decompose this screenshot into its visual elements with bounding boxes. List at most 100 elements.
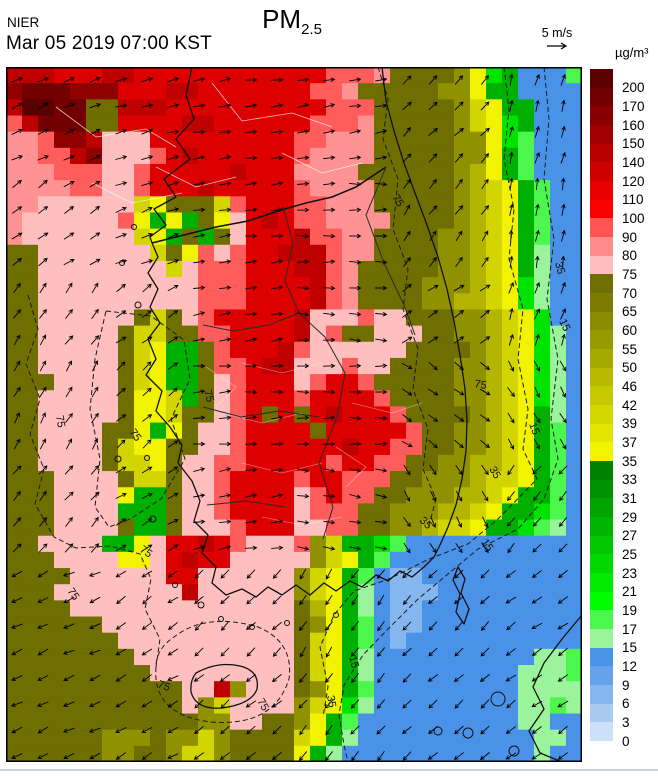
wind-arrow-icon xyxy=(116,595,126,605)
wind-arrow-icon xyxy=(271,259,284,264)
pm25-cell xyxy=(534,374,551,391)
wind-arrow-icon xyxy=(271,311,284,316)
pm25-cell xyxy=(358,665,375,682)
pm25-cell xyxy=(6,503,55,521)
legend-swatch xyxy=(590,218,613,238)
pm25-cell xyxy=(486,374,503,391)
pm25-cell xyxy=(214,471,231,488)
pm25-cell xyxy=(134,196,151,213)
pm25-cell xyxy=(358,616,375,634)
pm25-cell xyxy=(6,196,39,213)
pm25-cell xyxy=(310,713,327,731)
pm25-cell xyxy=(486,180,503,197)
pm25-cell xyxy=(230,406,247,424)
wind-arrow-icon xyxy=(167,492,179,500)
pm25-cell xyxy=(390,551,582,569)
pm25-cell xyxy=(470,341,487,359)
pm25-cell xyxy=(6,632,119,650)
pm25-cell xyxy=(502,325,519,343)
contour-label: 15 xyxy=(346,655,361,670)
pm25-cell xyxy=(166,535,199,553)
pm25-cell xyxy=(262,713,295,731)
pm25-cell xyxy=(294,535,311,553)
wind-arrow-icon xyxy=(375,103,388,108)
wind-arrow-icon xyxy=(297,234,310,239)
pm25-cell xyxy=(518,244,535,262)
wind-arrow-icon xyxy=(65,412,73,423)
wind-arrow-icon xyxy=(38,543,48,553)
wind-arrow-icon xyxy=(115,674,126,682)
wind-arrow-icon xyxy=(271,285,284,290)
pm25-cell xyxy=(6,487,55,504)
wind-arrow-icon xyxy=(505,570,516,578)
pm25-cell xyxy=(566,438,582,456)
legend-swatch xyxy=(590,405,613,425)
wind-arrow-icon xyxy=(349,468,362,473)
wind-arrow-icon xyxy=(167,362,179,370)
pm25-cell xyxy=(486,277,503,294)
pm25-cell xyxy=(390,390,455,407)
pm25-cell xyxy=(182,147,199,165)
wind-arrow-icon xyxy=(509,99,514,112)
pm25-cell xyxy=(38,535,103,553)
pm25-cell xyxy=(326,584,343,601)
wind-arrow-icon xyxy=(39,438,47,450)
wind-arrow-icon xyxy=(480,362,491,371)
wind-arrow-icon xyxy=(62,571,75,577)
pm25-cell xyxy=(310,648,327,666)
pm25-cell xyxy=(486,244,503,262)
wind-arrow-icon xyxy=(377,621,385,632)
pm25-cell xyxy=(310,422,327,440)
wind-arrow-icon xyxy=(141,752,152,760)
wind-arrow-icon xyxy=(480,647,490,657)
wind-arrow-icon xyxy=(480,440,491,449)
wind-arrow-icon xyxy=(427,388,439,396)
pm25-cell xyxy=(22,228,135,246)
wind-arrow-icon xyxy=(403,178,411,189)
pm25-cell xyxy=(294,697,311,715)
wind-arrow-icon xyxy=(10,701,23,707)
pm25-cell xyxy=(246,260,295,278)
wind-arrow-icon xyxy=(401,726,412,734)
coastline-layer xyxy=(114,67,582,762)
wind-arrow-icon xyxy=(508,360,515,372)
pm25-cell xyxy=(550,228,582,246)
pm25-cell xyxy=(518,293,535,310)
contour-label: 75 xyxy=(389,193,406,210)
pm25-cell xyxy=(118,115,183,133)
wind-arrow-icon xyxy=(298,751,307,762)
pm25-cell xyxy=(214,535,231,553)
wind-arrow-icon xyxy=(351,673,359,684)
wind-arrow-icon xyxy=(323,181,336,186)
wind-arrow-icon xyxy=(453,388,465,396)
pm25-cell xyxy=(342,697,359,715)
pm25-cell xyxy=(230,681,247,698)
wind-arrow-icon xyxy=(482,516,489,528)
wind-arrow-icon xyxy=(115,570,127,578)
wind-arrow-icon xyxy=(245,415,258,420)
wind-arrow-icon xyxy=(481,152,490,163)
pm25-cell xyxy=(502,131,519,149)
pm25-cell xyxy=(486,147,503,165)
pm25-cell xyxy=(326,648,343,666)
pm25-cell xyxy=(358,438,391,456)
jeju-island xyxy=(190,663,259,709)
wind-arrow-icon xyxy=(403,595,411,606)
wind-arrow-icon xyxy=(508,333,514,346)
pm25-cell xyxy=(310,568,327,585)
wind-arrow-icon xyxy=(141,570,153,578)
pm25-cell xyxy=(502,99,535,116)
wind-arrow-icon xyxy=(271,545,284,550)
wind-arrow-icon xyxy=(219,752,230,760)
pm25-cell xyxy=(214,309,295,327)
pm25-cell xyxy=(470,244,487,262)
pm25-cell xyxy=(470,196,487,213)
pm25-cell xyxy=(518,180,535,197)
wind-arrow-icon xyxy=(193,467,206,472)
pm25-cell xyxy=(358,600,375,618)
wind-arrow-icon xyxy=(13,334,21,346)
wind-arrow-icon xyxy=(167,570,179,578)
dmz-line xyxy=(151,166,387,244)
legend-label: 39 xyxy=(622,416,638,432)
pm25-cell xyxy=(502,228,519,246)
